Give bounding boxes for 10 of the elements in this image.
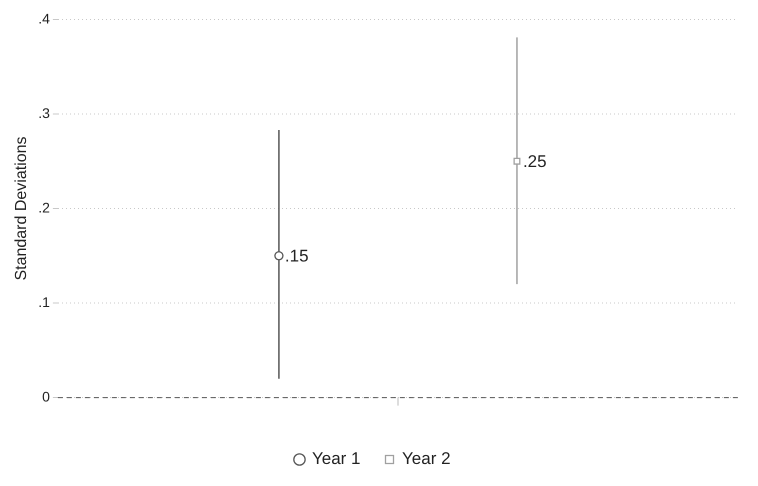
y-tick-label: .1 (38, 294, 50, 310)
y-tick-label: 0 (42, 388, 50, 404)
legend-label: Year 2 (402, 449, 451, 468)
y-tick-label: .4 (38, 10, 50, 26)
data-label: .25 (522, 152, 547, 171)
y-tick-label: .2 (38, 199, 50, 216)
data-label: .15 (284, 246, 309, 266)
y-axis-title: Standard Deviations (13, 136, 30, 281)
legend-label: Year 1 (312, 449, 361, 468)
y-tick-label: .3 (38, 104, 50, 121)
